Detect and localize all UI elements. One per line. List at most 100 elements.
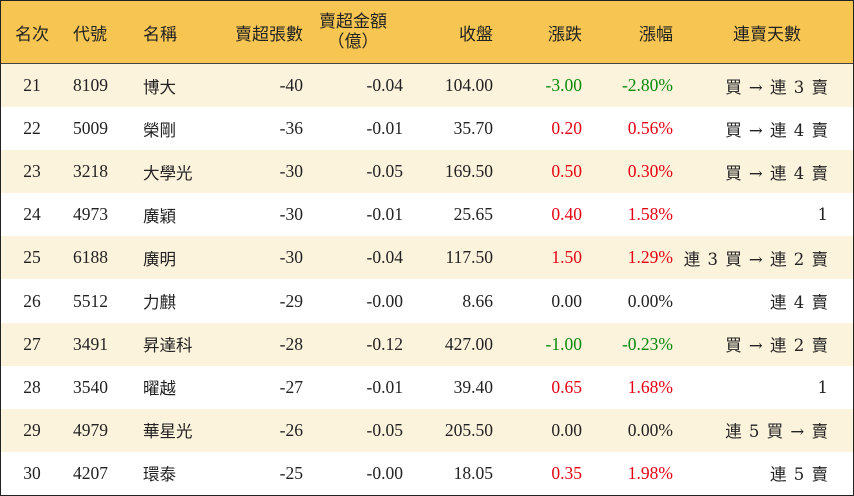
close-price-cell: 169.50	[444, 161, 493, 182]
rank-cell: 29	[23, 419, 41, 440]
header-net-sell-amount[interactable]: 賣超金額 （億）	[303, 1, 403, 63]
net-sell-amount-cell: -0.04	[366, 247, 403, 268]
table-row[interactable]: 26 5512 力麒 -29 -0.00 8.66 0.00 0.00% 連 4 賣	[1, 279, 853, 322]
change-pct-cell: 1.58%	[627, 204, 673, 225]
stock-name-cell: 昇達科	[143, 336, 193, 356]
net-sell-sheets-cell: -27	[279, 376, 303, 397]
price-change-cell: 0.20	[551, 118, 582, 139]
stock-code-cell: 3491	[73, 333, 108, 354]
stock-name-cell: 華星光	[143, 422, 193, 442]
price-change-cell: 1.50	[551, 247, 582, 268]
rank-cell: 30	[23, 462, 41, 483]
consecutive-days-cell-text: 連 4 賣	[770, 293, 829, 313]
change-pct-cell: -2.80%	[621, 75, 673, 96]
rank-cell: 22	[23, 118, 41, 139]
stock-name-cell: 大學光	[143, 163, 193, 183]
table-row[interactable]: 21 8109 博大 -40 -0.04 104.00 -3.00 -2.80% 買 → 連 3…	[1, 64, 853, 108]
change-pct-cell: 1.68%	[627, 376, 673, 397]
price-change-cell: -3.00	[545, 75, 582, 96]
change-pct-cell: 0.00%	[627, 290, 673, 311]
rank-cell: 28	[23, 376, 41, 397]
header-change[interactable]: 漲跌	[548, 24, 582, 45]
net-sell-amount-cell: -0.05	[366, 161, 403, 182]
price-change-cell: -1.00	[545, 333, 582, 354]
stock-code-cell: 4973	[73, 204, 108, 225]
stock-code-cell: 8109	[73, 75, 108, 96]
net-sell-amount-cell: -0.05	[366, 419, 403, 440]
table-row[interactable]: 29 4979 華星光 -26 -0.05 205.50 0.00 0.00% 連 5 買 → …	[1, 408, 853, 452]
table-row[interactable]: 23 3218 大學光 -30 -0.05 169.50 0.50 0.30% 買 → 連 4 …	[1, 150, 853, 194]
net-sell-amount-cell: -0.00	[366, 290, 403, 311]
change-pct-cell: 0.00%	[627, 419, 673, 440]
consecutive-days-cell: 1	[673, 366, 841, 409]
stock-name-cell: 曜越	[143, 379, 176, 399]
net-sell-sheets-cell: -30	[279, 247, 303, 268]
net-sell-sheets-cell: -30	[279, 204, 303, 225]
header-rank[interactable]: 名次	[15, 24, 49, 45]
consecutive-days-cell-text: 買 → 連 2 賣	[725, 336, 829, 356]
header-name[interactable]: 名稱	[143, 24, 177, 45]
consecutive-days-cell-text: 1	[817, 377, 829, 397]
stock-name-cell: 榮剛	[143, 120, 176, 140]
stock-code-cell: 6188	[73, 247, 108, 268]
consecutive-days-cell-text: 買 → 連 3 賣	[725, 77, 829, 97]
consecutive-days-cell-text: 買 → 連 4 賣	[725, 120, 829, 140]
rank-cell: 26	[23, 290, 41, 311]
header-amount-line2: （億）	[327, 32, 379, 52]
table-row[interactable]: 22 5009 榮剛 -36 -0.01 35.70 0.20 0.56% 買 → 連 4 賣	[1, 107, 853, 150]
header-net-sell-sheets[interactable]: 賣超張數	[235, 24, 303, 45]
stock-name-cell: 廣明	[143, 249, 176, 269]
table-row[interactable]: 25 6188 廣明 -30 -0.04 117.50 1.50 1.29% 連 3 買 → 連…	[1, 236, 853, 280]
stock-name-cell: 博大	[143, 77, 176, 97]
net-sell-sheets-cell: -26	[279, 419, 303, 440]
header-consecutive-days[interactable]: 連賣天數	[733, 24, 801, 45]
close-price-cell: 18.05	[453, 462, 493, 483]
header-amount-line1: 賣超金額	[319, 12, 387, 32]
header-code[interactable]: 代號	[73, 24, 107, 45]
price-change-cell: 0.00	[551, 419, 582, 440]
stock-name-cell: 力麒	[143, 293, 176, 313]
close-price-cell: 104.00	[444, 75, 493, 96]
price-change-cell: 0.65	[551, 376, 582, 397]
consecutive-days-cell: 1	[673, 193, 841, 236]
consecutive-days-cell-text: 買 → 連 4 賣	[725, 163, 829, 183]
table-body: 21 8109 博大 -40 -0.04 104.00 -3.00 -2.80% 買 → 連 3…	[1, 64, 853, 495]
change-pct-cell: -0.23%	[621, 333, 673, 354]
header-change-pct[interactable]: 漲幅	[639, 24, 673, 45]
close-price-cell: 35.70	[453, 118, 493, 139]
table-header: 名次 代號 名稱 賣超張數 賣超金額 （億） 收盤 漲跌 漲幅 連賣天數	[1, 1, 853, 64]
consecutive-days-cell-text: 連 5 賣	[770, 465, 829, 485]
close-price-cell: 25.65	[453, 204, 493, 225]
price-change-cell: 0.40	[551, 204, 582, 225]
net-sell-sheets-cell: -36	[279, 118, 303, 139]
table-row[interactable]: 24 4973 廣穎 -30 -0.01 25.65 0.40 1.58% 1	[1, 193, 853, 236]
net-sell-sheets-cell: -29	[279, 290, 303, 311]
rank-cell: 21	[23, 75, 41, 96]
stock-code-cell: 3218	[73, 161, 108, 182]
close-price-cell: 427.00	[444, 333, 493, 354]
net-sell-amount-cell: -0.01	[366, 118, 403, 139]
change-pct-cell: 0.56%	[627, 118, 673, 139]
price-change-cell: 0.50	[551, 161, 582, 182]
table-row[interactable]: 27 3491 昇達科 -28 -0.12 427.00 -1.00 -0.23% 買 → 連 …	[1, 322, 853, 366]
close-price-cell: 8.66	[462, 290, 493, 311]
table-row[interactable]: 30 4207 環泰 -25 -0.00 18.05 0.35 1.98% 連 5 賣	[1, 452, 853, 495]
rank-cell: 27	[23, 333, 41, 354]
consecutive-days-cell: 連 5 買 → 賣	[673, 409, 841, 452]
stock-code-cell: 3540	[73, 376, 108, 397]
consecutive-days-cell-text: 連 5 買 → 賣	[725, 422, 829, 442]
consecutive-days-cell: 連 3 買 → 連 2 賣	[673, 236, 841, 279]
stock-code-cell: 5512	[73, 290, 108, 311]
consecutive-days-cell-text: 連 3 買 → 連 2 賣	[683, 249, 829, 269]
table-row[interactable]: 28 3540 曜越 -27 -0.01 39.40 0.65 1.68% 1	[1, 366, 853, 409]
price-change-cell: 0.00	[551, 290, 582, 311]
net-sell-amount-cell: -0.01	[366, 376, 403, 397]
net-sell-amount-cell: -0.12	[366, 333, 403, 354]
close-price-cell: 39.40	[453, 376, 493, 397]
stock-name-cell: 環泰	[143, 465, 176, 485]
header-close[interactable]: 收盤	[459, 24, 493, 45]
net-sell-amount-cell: -0.00	[366, 462, 403, 483]
change-pct-cell: 1.98%	[627, 462, 673, 483]
stock-code-cell: 4979	[73, 419, 108, 440]
